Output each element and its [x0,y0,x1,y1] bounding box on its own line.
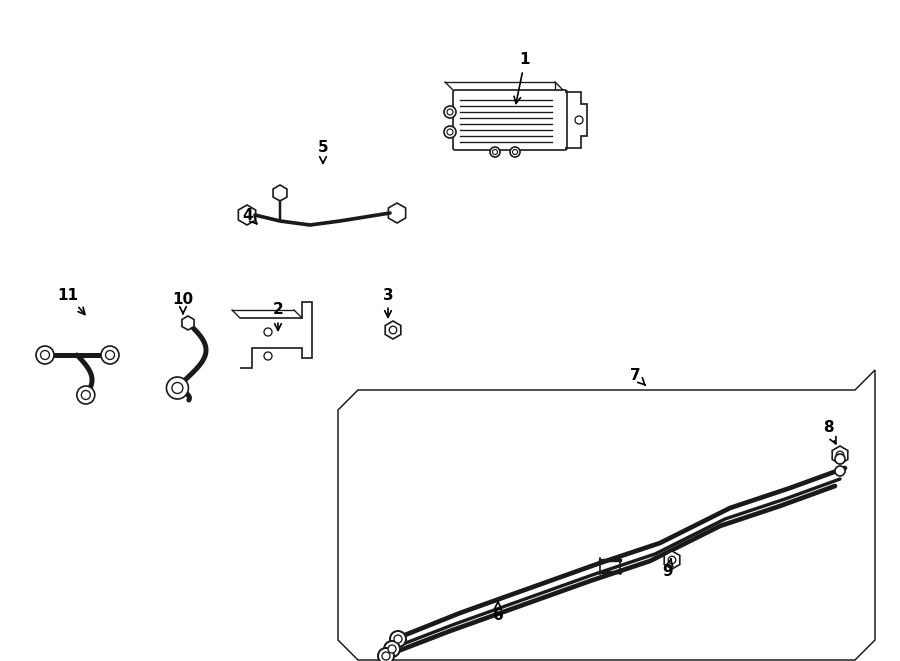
Text: 2: 2 [273,303,284,330]
Circle shape [390,631,406,647]
Text: 9: 9 [662,559,673,580]
Circle shape [836,451,844,459]
Circle shape [575,116,583,124]
Circle shape [394,635,402,643]
Circle shape [264,352,272,360]
Circle shape [384,641,400,657]
Text: 1: 1 [514,52,530,104]
Circle shape [382,652,390,660]
Circle shape [490,147,500,157]
Polygon shape [664,551,680,569]
Circle shape [835,454,845,464]
Text: 4: 4 [243,208,256,224]
Circle shape [444,126,456,138]
Polygon shape [385,321,400,339]
Circle shape [105,350,114,360]
Circle shape [447,109,453,115]
Circle shape [172,383,183,393]
Text: 5: 5 [318,141,328,163]
Circle shape [835,466,845,476]
Circle shape [388,645,396,653]
Polygon shape [182,316,194,330]
Circle shape [166,377,188,399]
Circle shape [101,346,119,364]
Text: 8: 8 [823,420,836,444]
FancyBboxPatch shape [453,90,567,150]
Text: 7: 7 [630,368,645,385]
Text: 3: 3 [382,288,393,317]
Circle shape [264,328,272,336]
Circle shape [40,350,50,360]
Circle shape [492,149,498,155]
Text: 10: 10 [173,293,194,314]
Circle shape [444,106,456,118]
Polygon shape [832,446,848,464]
Circle shape [512,149,517,155]
Circle shape [668,556,676,564]
Circle shape [510,147,520,157]
Circle shape [389,327,397,334]
Text: 11: 11 [58,288,85,315]
Circle shape [36,346,54,364]
Circle shape [447,129,453,135]
Text: 6: 6 [492,602,503,623]
Circle shape [81,391,90,399]
Circle shape [378,648,394,661]
Circle shape [76,386,94,404]
